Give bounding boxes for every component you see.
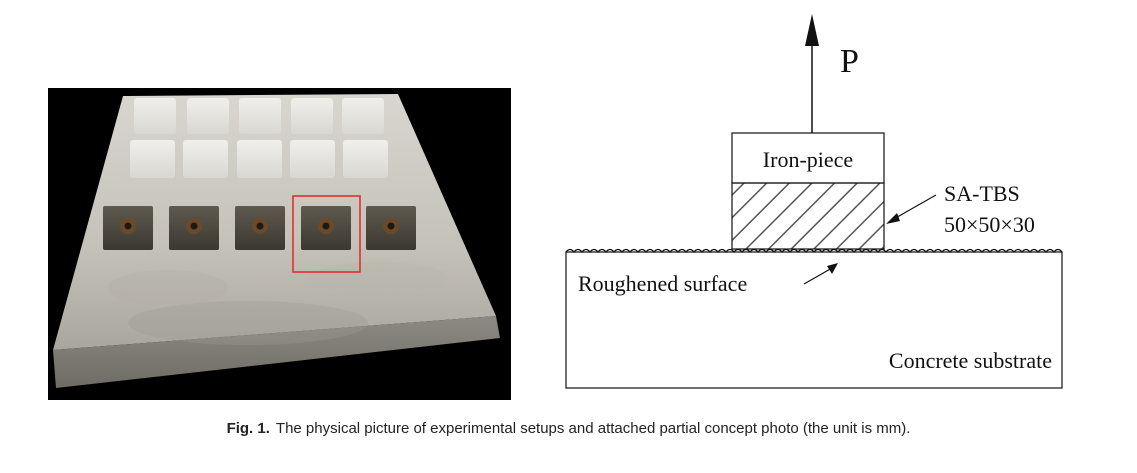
caption-label: Fig. 1. (226, 420, 270, 437)
iron-piece-label: Iron-piece (763, 147, 853, 172)
force-label: P (840, 43, 859, 80)
iron-piece-3 (235, 206, 285, 250)
iron-pieces (103, 206, 416, 250)
highlight-box (292, 195, 361, 273)
force-arrow-head (805, 14, 819, 46)
surface-leader-line (803, 267, 833, 285)
specimen-leader-line (891, 194, 937, 221)
iron-piece-5 (366, 206, 416, 250)
figure-caption: Fig. 1. The physical picture of experimen… (0, 420, 1137, 437)
slab-edge (53, 316, 500, 388)
specimen-photo (48, 88, 511, 400)
schematic-diagram: P Iron-piece SA-TBS 50×50×30 Roughened s… (565, 14, 1063, 389)
white-tiles-row-2 (130, 140, 388, 178)
specimen-leader-arrowhead (886, 213, 900, 224)
concrete-substrate-box (565, 251, 1063, 389)
specimen-box (731, 182, 885, 250)
iron-piece-4 (301, 206, 351, 250)
iron-piece-1 (103, 206, 153, 250)
surface-leader-arrowhead (827, 263, 838, 274)
specimen-dims: 50×50×30 (944, 212, 1035, 237)
caption-text: The physical picture of experimental set… (275, 420, 911, 437)
substrate-label: Concrete substrate (889, 348, 1052, 373)
surface-label: Roughened surface (578, 271, 747, 296)
roughened-surface-line (565, 248, 1063, 253)
white-tiles-row-1 (134, 98, 384, 134)
iron-piece-2 (169, 206, 219, 250)
specimen-label: SA-TBS (944, 181, 1020, 206)
